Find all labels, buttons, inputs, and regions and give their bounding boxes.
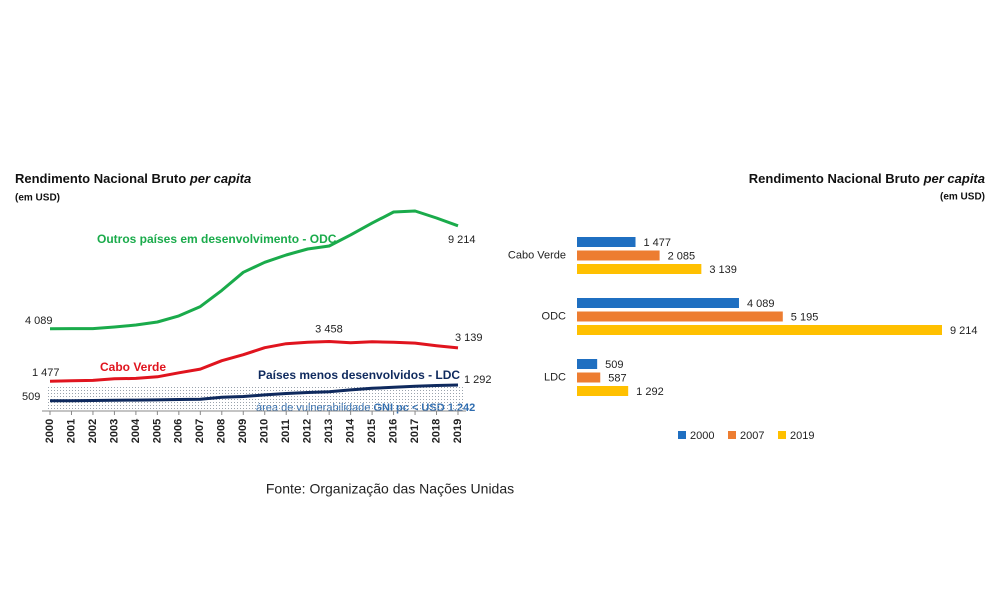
x-tick-label: 2003 <box>108 419 120 443</box>
chart-title: Rendimento Nacional Bruto per capita <box>15 171 251 186</box>
bar <box>577 386 629 396</box>
title-emphasis: per capita <box>189 171 251 186</box>
legend-label: 2000 <box>690 430 714 442</box>
source: Fonte: Organização das Nações Unidas <box>266 481 514 497</box>
x-tick-label: 2011 <box>280 419 292 443</box>
chart-title: Rendimento Nacional Bruto per capita <box>749 171 985 186</box>
legend-swatch <box>778 431 786 439</box>
title-text: Rendimento Nacional Bruto <box>15 171 186 186</box>
x-tick-label: 2015 <box>366 419 378 443</box>
line <box>49 383 459 403</box>
value-label: 1 292 <box>464 374 492 386</box>
category-label: Cabo Verde <box>508 249 566 261</box>
x-tick-label: 2008 <box>216 419 228 443</box>
category-label: ODC <box>542 310 567 322</box>
value-label: 1 292 <box>636 386 664 398</box>
x-tick-label: 2016 <box>387 419 399 443</box>
x-tick-label: 2018 <box>430 419 442 443</box>
x-tick-label: 2004 <box>130 418 142 443</box>
value-label: 2 085 <box>668 250 696 262</box>
series-label: Outros países em desenvolvimento - ODC <box>97 232 337 246</box>
chart-subtitle: (em USD) <box>940 192 985 203</box>
value-label: 1 477 <box>644 237 672 249</box>
value-label: 4 089 <box>747 298 775 310</box>
title-text: Rendimento Nacional Bruto <box>749 171 920 186</box>
vulnerability-band <box>48 386 464 411</box>
value-label: 9 214 <box>448 234 476 246</box>
legend-label: 2019 <box>790 430 814 442</box>
x-tick-label: 2000 <box>44 419 56 443</box>
bar <box>577 250 660 261</box>
x-tick-label: 2012 <box>302 419 314 443</box>
bar <box>577 311 783 322</box>
series-label: Cabo Verde <box>100 360 166 374</box>
value-label: 3 458 <box>315 323 343 335</box>
value-label: 4 089 <box>25 315 53 327</box>
legend-swatch <box>678 431 686 439</box>
x-tick-label: 2006 <box>173 419 185 443</box>
bar <box>577 264 702 274</box>
title-emphasis: per capita <box>923 171 985 186</box>
value-label: 3 139 <box>455 332 483 344</box>
value-label: 509 <box>22 391 40 403</box>
line <box>49 340 459 383</box>
x-tick-label: 2002 <box>87 419 99 443</box>
x-tick-label: 2010 <box>259 419 271 443</box>
x-tick-label: 2001 <box>65 419 77 443</box>
legend-swatch <box>728 431 736 439</box>
line <box>49 209 459 331</box>
value-label: 9 214 <box>950 325 978 337</box>
bar <box>577 237 636 247</box>
x-tick-label: 2019 <box>452 419 464 443</box>
bar <box>577 372 601 383</box>
value-label: 3 139 <box>709 264 737 276</box>
bar <box>577 298 739 308</box>
value-label: 5 195 <box>791 311 819 323</box>
series-label: Países menos desenvolvidos - LDC <box>258 368 460 382</box>
x-tick-label: 2007 <box>194 419 206 443</box>
chart-subtitle: (em USD) <box>15 193 60 204</box>
value-label: 587 <box>608 372 626 384</box>
x-tick-label: 2017 <box>409 419 421 443</box>
x-tick-label: 2005 <box>151 419 163 443</box>
bar <box>577 359 598 369</box>
value-label: 509 <box>605 359 623 371</box>
value-label: 1 477 <box>32 367 60 379</box>
category-label: LDC <box>544 371 566 383</box>
bar <box>577 325 942 335</box>
x-tick-label: 2013 <box>323 419 335 443</box>
x-tick-label: 2009 <box>237 419 249 443</box>
legend-label: 2007 <box>740 430 764 442</box>
x-tick-label: 2014 <box>345 418 357 443</box>
